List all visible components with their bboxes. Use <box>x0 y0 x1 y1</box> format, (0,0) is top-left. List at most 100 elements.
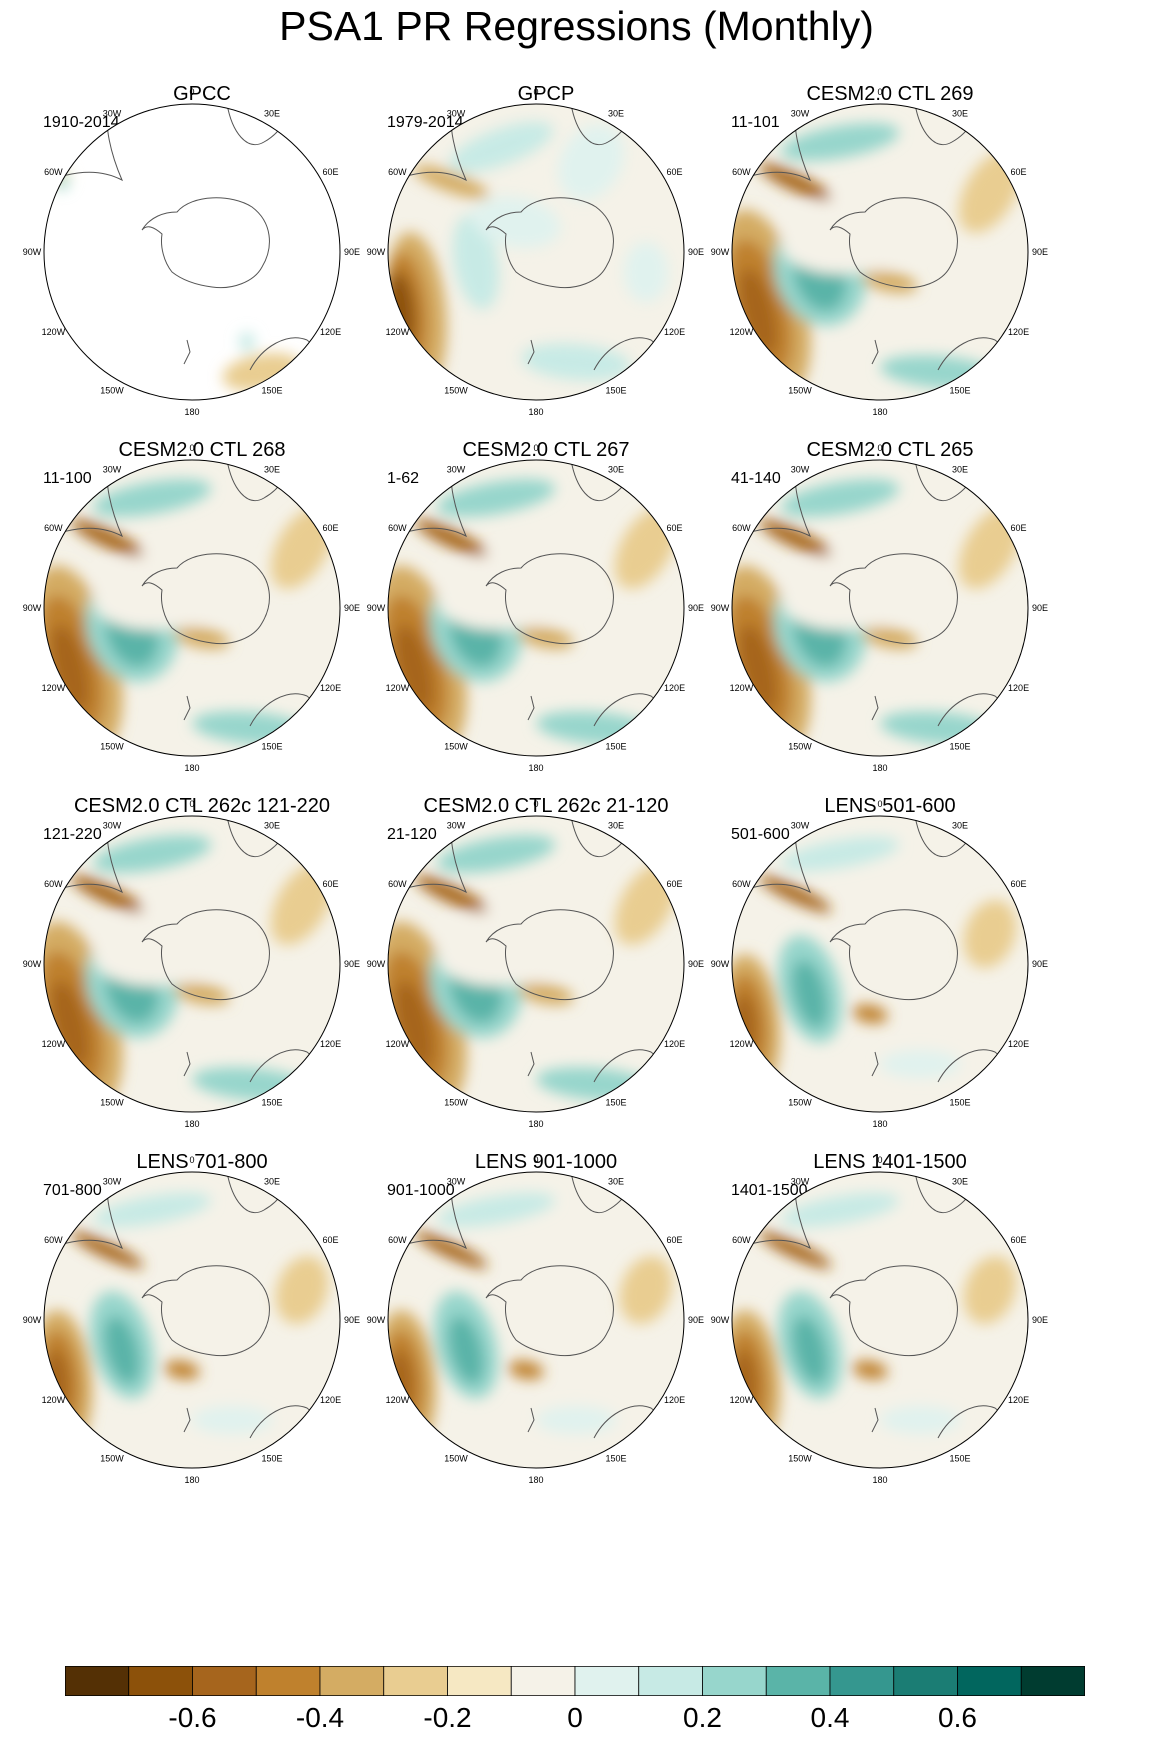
longitude-label: 150W <box>100 386 124 396</box>
longitude-label: 60W <box>44 167 63 177</box>
anomaly-region <box>436 479 556 517</box>
longitude-label: 150W <box>788 386 812 396</box>
anomaly-region <box>448 121 554 173</box>
longitude-label: 120E <box>664 1395 685 1405</box>
longitude-label: 180 <box>528 1119 543 1129</box>
longitude-label: 90E <box>1032 247 1048 257</box>
panel-years: 1979-2014 <box>387 114 464 131</box>
map-panel: CESM2.0 CTL 262c 21-120 21-120 0 30E 60E 90E 1… <box>354 712 738 1129</box>
panel-years: 901-1000 <box>387 1182 455 1199</box>
longitude-label: 150E <box>949 386 970 396</box>
anomaly-region <box>780 546 940 630</box>
longitude-label: 0 <box>189 799 194 809</box>
longitude-label: 120E <box>320 327 341 337</box>
longitude-label: 60W <box>732 879 751 889</box>
longitude-label: 120W <box>42 327 66 337</box>
longitude-label: 30E <box>608 820 624 830</box>
longitude-label: 150E <box>605 742 626 752</box>
longitude-label: 150W <box>444 1098 468 1108</box>
longitude-label: 150E <box>949 742 970 752</box>
anomaly-region <box>758 875 832 913</box>
anomaly-region <box>536 1406 616 1434</box>
colorbar-swatch <box>574 1666 640 1696</box>
panel-title: LENS 1401-1500 <box>813 1151 967 1173</box>
longitude-label: 30W <box>791 820 810 830</box>
longitude-label: 90W <box>23 959 42 969</box>
anomaly-region <box>413 165 489 199</box>
longitude-label: 90E <box>688 247 704 257</box>
anomaly-region <box>394 980 434 1068</box>
longitude-label: 180 <box>528 407 543 417</box>
longitude-label: 30E <box>264 1176 280 1186</box>
anomaly-region <box>619 1256 673 1324</box>
panel-years: 701-800 <box>43 1182 102 1199</box>
colorbar-swatch <box>638 1666 703 1696</box>
longitude-label: 90W <box>367 603 386 613</box>
longitude-label: 60E <box>667 879 683 889</box>
longitude-label: 60E <box>323 1235 339 1245</box>
anomaly-region <box>758 1231 832 1269</box>
longitude-label: 0 <box>877 87 882 97</box>
anomaly-region <box>448 1315 484 1385</box>
colorbar-tick-label: 0.6 <box>938 1702 977 1733</box>
map-border <box>43 815 341 1113</box>
anomaly-region <box>792 959 828 1029</box>
panel-title: CESM2.0 CTL 262c 121-220 <box>73 795 331 817</box>
map-panel: LENS 1401-1500 1401-1500 0 30E 60E 90E 120E 150… <box>698 1068 1082 1485</box>
longitude-label: 30W <box>447 820 466 830</box>
panel-years: 501-600 <box>731 826 790 843</box>
longitude-label: 60E <box>1011 1235 1027 1245</box>
polar-map: 0 30E 60E 90E 120E 150E 180 150W 120W 90W 60W 30W <box>23 799 360 1129</box>
anomaly-region <box>92 902 252 986</box>
anomaly-region <box>508 1360 544 1380</box>
anomaly-region <box>780 836 900 872</box>
map-border <box>387 459 685 757</box>
colorbar-swatch <box>65 1666 130 1696</box>
anomaly-region <box>880 1050 960 1078</box>
longitude-label: 90E <box>344 1315 360 1325</box>
map-panel: LENS 501-600 501-600 0 30E 60E 90E 120E 150E 180… <box>698 712 1082 1129</box>
longitude-label: 150W <box>444 1454 468 1464</box>
longitude-label: 150E <box>605 1098 626 1108</box>
coastline-new-zealand <box>527 339 535 365</box>
anomaly-region <box>104 1315 140 1385</box>
longitude-label: 150W <box>100 1098 124 1108</box>
longitude-label: 0 <box>533 799 538 809</box>
longitude-label: 120E <box>664 1039 685 1049</box>
map-panel: GPCC 1910-2014 0 30E 60E 90E 120E 150E 180 150W 12… <box>10 0 394 417</box>
longitude-label: 60W <box>732 167 751 177</box>
anomaly-region <box>780 479 900 517</box>
longitude-label: 120E <box>1008 1039 1029 1049</box>
anomaly-region <box>70 1231 144 1269</box>
longitude-label: 90W <box>367 959 386 969</box>
longitude-label: 150E <box>605 386 626 396</box>
map-border <box>731 459 1029 757</box>
colorbar-tick-label: 0.2 <box>683 1702 722 1733</box>
polar-map: 0 30E 60E 90E 120E 150E 180 150W 120W 90W 60W 30W <box>711 799 1048 1129</box>
longitude-label: 0 <box>877 799 882 809</box>
longitude-label: 30E <box>608 464 624 474</box>
longitude-label: 30E <box>952 1176 968 1186</box>
longitude-label: 90E <box>344 603 360 613</box>
longitude-label: 150W <box>100 742 124 752</box>
colorbar-tick-label: -0.2 <box>423 1702 472 1733</box>
longitude-label: 60E <box>1011 523 1027 533</box>
coastline-new-zealand <box>183 1051 191 1077</box>
coastline-antarctica <box>141 909 270 1001</box>
map-border <box>43 103 341 401</box>
longitude-label: 0 <box>877 1155 882 1165</box>
anomaly-region <box>963 900 1017 968</box>
polar-map: 0 30E 60E 90E 120E 150E 180 150W 120W 90W 60W 30W <box>367 443 704 773</box>
longitude-label: 150E <box>949 1098 970 1108</box>
anomaly-region <box>436 546 596 630</box>
longitude-label: 30E <box>264 108 280 118</box>
longitude-label: 120W <box>42 1395 66 1405</box>
longitude-label: 120W <box>730 1395 754 1405</box>
panel-title: CESM2.0 CTL 269 <box>806 83 974 105</box>
longitude-label: 120E <box>320 683 341 693</box>
longitude-label: 180 <box>872 1119 887 1129</box>
panel-years: 1-62 <box>387 470 420 487</box>
longitude-label: 60E <box>1011 879 1027 889</box>
longitude-label: 60E <box>323 167 339 177</box>
longitude-label: 90W <box>711 247 730 257</box>
